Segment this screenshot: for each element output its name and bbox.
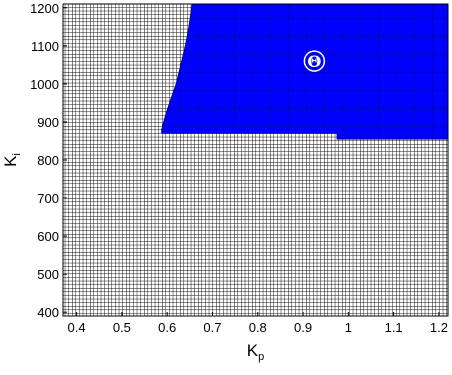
annotation-label: Θ: [307, 52, 321, 71]
x-tick-label: 1.1: [385, 320, 403, 335]
region-grid: [161, 4, 448, 140]
y-tick-label: 800: [37, 153, 59, 168]
stability-region: [161, 4, 448, 140]
x-axis-label-base: K: [247, 341, 259, 360]
y-tick-label: 500: [37, 267, 59, 282]
x-axis-label-sub: p: [258, 351, 264, 363]
y-tick-label: 1200: [30, 1, 59, 16]
x-tick-label: 0.9: [294, 320, 312, 335]
y-axis-label-base: K: [1, 155, 20, 167]
x-tick-label: 0.4: [68, 320, 86, 335]
y-tick-label: 600: [37, 229, 59, 244]
x-tick-label: 0.7: [203, 320, 221, 335]
y-axis: 400 500 600 700 800 900 1000 1100 1200: [30, 1, 67, 320]
annotation-circle: [303, 50, 326, 72]
annotation-layer: Θ: [303, 50, 326, 72]
y-tick-label: 400: [37, 305, 59, 320]
y-axis-label: Ki: [1, 153, 23, 167]
x-tick-label: 0.5: [113, 320, 131, 335]
y-tick-label: 1100: [31, 39, 59, 54]
x-axis-label: Kp: [247, 341, 264, 363]
y-tick-label: 1000: [30, 77, 59, 92]
x-axis: 0.4 0.5 0.6 0.7 0.8 0.9 1 1.1 1.2: [68, 312, 448, 335]
y-tick-label: 900: [37, 115, 59, 130]
y-tick-label: 700: [37, 191, 59, 206]
x-tick-label: 0.6: [158, 320, 176, 335]
y-axis-label-sub: i: [11, 153, 23, 155]
x-tick-label: 1: [345, 320, 352, 335]
x-tick-label: 0.8: [249, 320, 267, 335]
x-tick-label: 1.2: [430, 320, 448, 335]
